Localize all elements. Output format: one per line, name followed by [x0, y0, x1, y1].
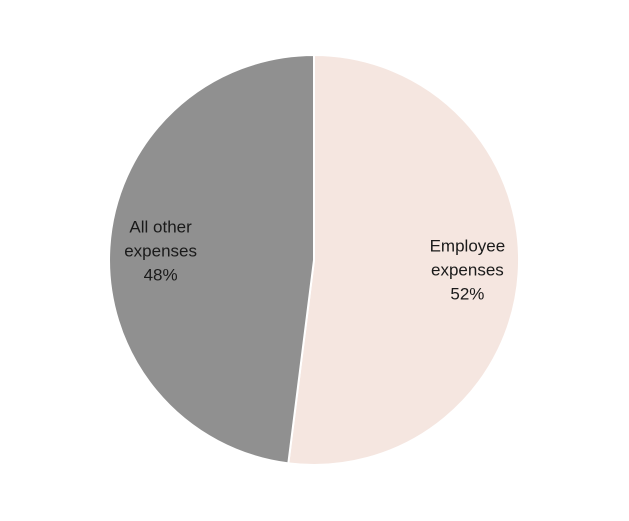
pie-label-line: All other: [129, 217, 192, 236]
pie-slices: [108, 53, 520, 466]
pie-label-line: 52%: [450, 285, 484, 304]
pie-label-line: Employee: [430, 237, 506, 256]
pie-label-line: expenses: [124, 241, 197, 260]
pie-label-line: 48%: [144, 265, 178, 284]
pie-label-line: expenses: [431, 261, 504, 280]
pie-label-employee-expenses: Employee expenses 52%: [430, 237, 506, 304]
pie-labels: Employee expenses 52% All other expenses 48%: [124, 217, 505, 303]
pie-slice-all-other-expenses: [108, 53, 315, 465]
pie-label-all-other-expenses: All other expenses 48%: [124, 217, 197, 284]
pie-slice-employee-expenses: [287, 53, 520, 466]
